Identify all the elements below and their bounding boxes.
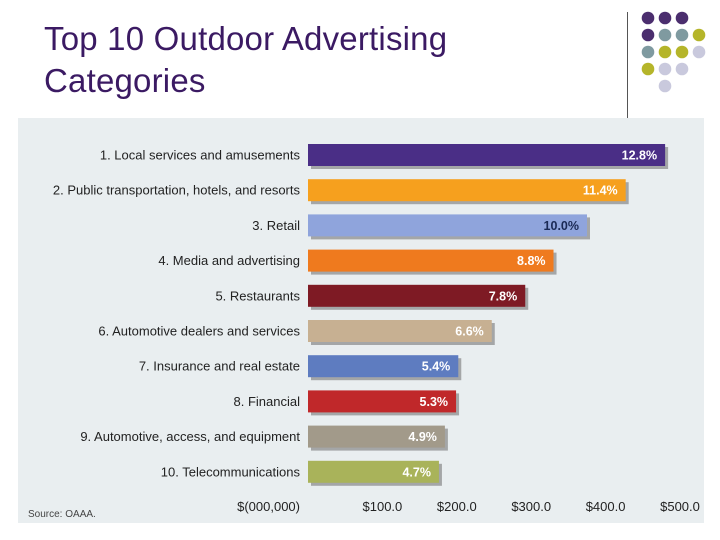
category-label: 7. Insurance and real estate bbox=[139, 359, 300, 374]
value-label: 10.0% bbox=[544, 219, 579, 233]
decorative-dot bbox=[675, 45, 689, 59]
category-label: 10. Telecommunications bbox=[161, 464, 301, 479]
decorative-divider bbox=[627, 12, 628, 132]
category-label: 9. Automotive, access, and equipment bbox=[80, 429, 300, 444]
value-label: 6.6% bbox=[455, 325, 484, 339]
bar bbox=[308, 249, 554, 272]
value-label: 7.8% bbox=[489, 289, 518, 303]
decorative-dot bbox=[641, 28, 655, 42]
decorative-dot bbox=[692, 28, 706, 42]
value-label: 11.4% bbox=[583, 184, 618, 198]
decorative-dot bbox=[641, 62, 655, 76]
bar bbox=[308, 390, 457, 413]
slide-title: Top 10 Outdoor Advertising Categories bbox=[44, 18, 604, 102]
bar bbox=[308, 214, 587, 237]
source-note: Source: OAAA. bbox=[28, 509, 96, 520]
value-label: 12.8% bbox=[622, 149, 657, 163]
x-tick-label: $300.0 bbox=[511, 499, 551, 514]
decorative-dot bbox=[692, 45, 706, 59]
bar bbox=[308, 144, 666, 166]
title-line-2: Categories bbox=[44, 62, 206, 99]
decorative-dot bbox=[641, 45, 655, 59]
bar bbox=[308, 355, 459, 378]
bar bbox=[308, 320, 492, 342]
decorative-dot bbox=[641, 11, 655, 25]
category-label: 1. Local services and amusements bbox=[100, 148, 301, 163]
value-label: 5.4% bbox=[422, 360, 451, 374]
bar bbox=[308, 425, 445, 448]
decorative-dot bbox=[658, 28, 672, 42]
decorative-dot bbox=[675, 28, 689, 42]
value-label: 8.8% bbox=[517, 254, 546, 268]
category-label: 2. Public transportation, hotels, and re… bbox=[53, 183, 301, 198]
category-label: 4. Media and advertising bbox=[158, 253, 300, 268]
decorative-dot bbox=[658, 79, 672, 93]
bar-chart: 1. Local services and amusements 12.8% 2. … bbox=[18, 118, 704, 523]
value-label: 4.9% bbox=[408, 430, 437, 444]
x-tick-label: $100.0 bbox=[363, 499, 403, 514]
x-tick-label: $400.0 bbox=[586, 499, 626, 514]
decorative-dot bbox=[658, 62, 672, 76]
title-line-1: Top 10 Outdoor Advertising bbox=[44, 20, 448, 57]
bar bbox=[308, 179, 626, 202]
x-tick-label: $500.0 bbox=[660, 499, 700, 514]
bar bbox=[308, 284, 526, 307]
x-tick-label: $(000,000) bbox=[237, 499, 300, 514]
bar bbox=[308, 460, 439, 483]
decorative-dot bbox=[658, 45, 672, 59]
value-label: 5.3% bbox=[420, 395, 449, 409]
x-tick-label: $200.0 bbox=[437, 499, 477, 514]
category-label: 8. Financial bbox=[234, 394, 301, 409]
decorative-dot bbox=[675, 62, 689, 76]
category-label: 3. Retail bbox=[252, 218, 300, 233]
bar-chart-svg: 1. Local services and amusements 12.8% 2. … bbox=[18, 118, 704, 523]
category-label: 6. Automotive dealers and services bbox=[98, 324, 300, 339]
decorative-dot bbox=[658, 11, 672, 25]
value-label: 4.7% bbox=[402, 465, 431, 479]
decorative-dot bbox=[675, 11, 689, 25]
category-label: 5. Restaurants bbox=[215, 288, 300, 303]
